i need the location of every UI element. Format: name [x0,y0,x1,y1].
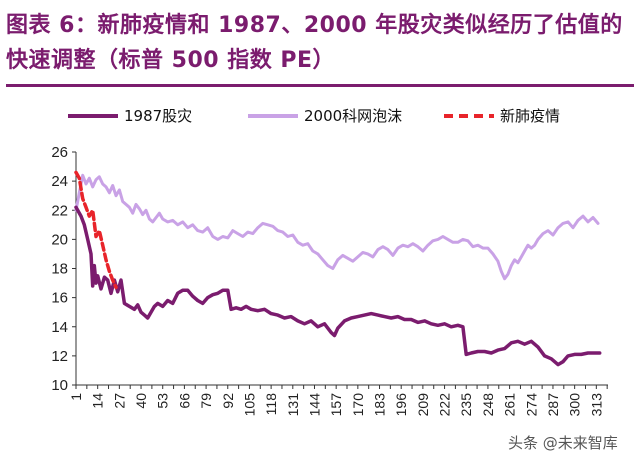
x-tick-label: 53 [155,393,171,409]
x-tick-label: 209 [415,393,431,417]
x-tick-label: 287 [545,393,561,417]
x-tick-label: 222 [437,393,453,417]
y-tick-label: 14 [51,319,68,336]
x-tick-label: 14 [90,393,106,409]
series-line-0 [74,205,602,367]
x-tick-label: 196 [393,393,409,417]
x-tick-label: 157 [328,393,344,417]
chart-title: 图表 6：新肺疫情和 1987、2000 年股灾类似经历了估值的快速调整（标普 … [6,13,623,73]
legend-label-2000: 2000科网泡沫 [304,107,402,125]
series-layer [74,170,602,367]
legend: 1987股灾 2000科网泡沫 新肺疫情 [68,107,560,125]
x-tick-label: 183 [372,393,388,417]
x-tick-label: 92 [220,393,236,409]
y-tick-label: 10 [51,377,68,394]
y-tick-label: 16 [51,290,68,307]
x-tick-label: 131 [285,393,301,417]
x-tick-label: 170 [350,393,366,417]
x-tick-label: 66 [176,393,192,409]
x-tick-label: 274 [523,393,539,417]
x-tick-label: 248 [480,393,496,417]
x-tick-label: 313 [588,393,604,417]
y-tick-label: 26 [51,144,68,161]
x-tick-label: 300 [567,393,583,417]
x-tick-label: 1 [68,393,84,401]
legend-label-covid: 新肺疫情 [500,107,560,125]
x-tick-label: 40 [133,393,149,409]
x-tick-label: 144 [306,393,322,417]
x-tick-label: 261 [502,393,518,417]
legend-label-1987: 1987股灾 [124,107,192,125]
x-tick-label: 27 [111,393,127,409]
watermark: 头条 @未来智库 [508,434,618,452]
x-tick-label: 105 [241,393,257,417]
y-tick-label: 12 [51,348,68,365]
x-tick-label: 235 [458,393,474,417]
x-tick-label: 118 [263,393,279,416]
x-tick-label: 79 [198,393,214,409]
y-tick-label: 18 [51,261,68,278]
y-tick-label: 22 [51,202,68,219]
y-tick-label: 20 [51,231,68,248]
title-divider [6,84,634,87]
series-line-2 [74,170,118,290]
series-line-1 [74,173,600,281]
y-tick-label: 24 [51,173,68,190]
